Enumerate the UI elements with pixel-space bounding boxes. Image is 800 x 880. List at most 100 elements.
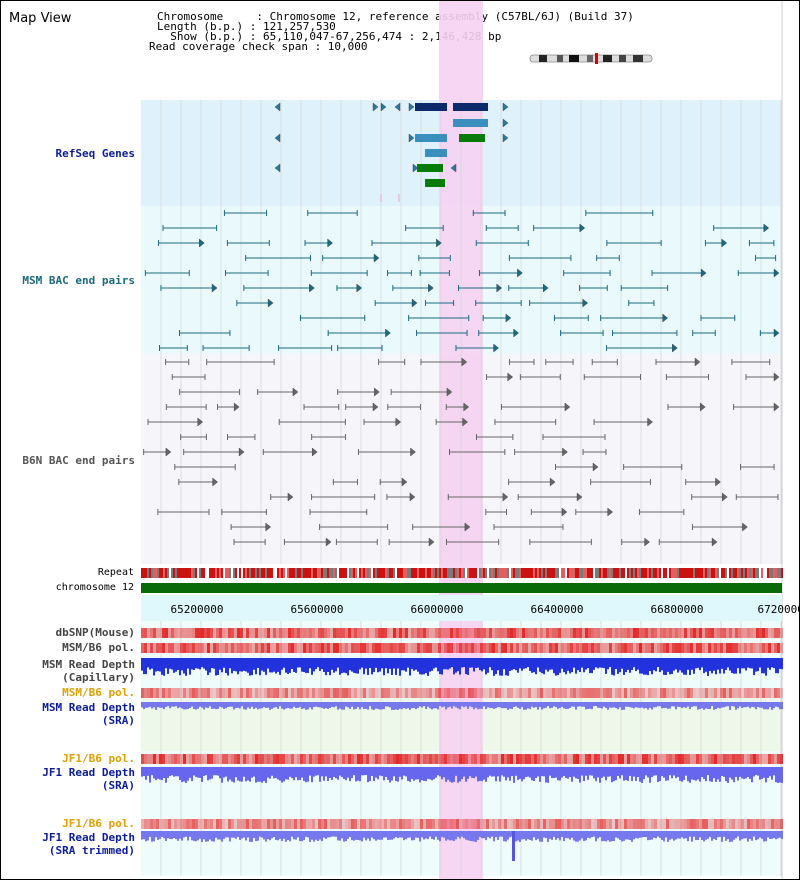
polymorphism-cell	[690, 754, 693, 764]
read-depth-bar	[649, 767, 651, 783]
read-depth-bar	[721, 767, 723, 776]
polymorphism-cell	[390, 643, 393, 653]
repeat-segment	[279, 568, 281, 578]
read-depth-bar	[187, 831, 189, 841]
read-depth-bar	[623, 702, 625, 710]
read-depth-bar	[311, 702, 313, 710]
polymorphism-cell	[465, 643, 468, 653]
read-depth-bar	[583, 702, 585, 707]
read-depth-bar	[691, 702, 693, 707]
read-depth-bar	[523, 658, 525, 669]
read-depth-bar	[339, 702, 341, 709]
read-depth-bar	[505, 831, 507, 842]
read-depth-bar	[745, 767, 747, 779]
read-depth-bar	[233, 702, 235, 710]
polymorphism-cell	[756, 754, 759, 764]
polymorphism-cell	[270, 643, 273, 653]
chromosome-ideogram[interactable]	[529, 52, 655, 66]
polymorphism-cell	[468, 643, 471, 653]
read-depth-bar	[333, 658, 335, 673]
polymorphism-cell	[249, 628, 252, 638]
read-depth-bar	[241, 702, 243, 707]
polymorphism-cell	[477, 628, 480, 638]
read-depth-bar	[759, 702, 761, 708]
polymorphism-cell	[327, 643, 330, 653]
b6n-bac-pair	[461, 357, 468, 367]
read-depth-bar	[569, 767, 571, 778]
read-depth-bar	[709, 658, 711, 671]
polymorphism-cell	[609, 628, 612, 638]
polymorphism-cell	[696, 754, 699, 764]
repeat-segment	[617, 568, 619, 578]
read-depth-bar	[675, 658, 677, 670]
read-depth-bar	[717, 831, 719, 838]
read-depth-bar	[431, 658, 433, 671]
polymorphism-cell	[633, 628, 636, 638]
polymorphism-cell	[528, 754, 531, 764]
repeat-segment	[491, 568, 493, 578]
read-depth-bar	[721, 658, 723, 669]
read-depth-bar	[187, 767, 189, 781]
polymorphism-cell	[240, 819, 243, 829]
read-depth-bar	[623, 767, 625, 781]
read-depth-bar	[365, 767, 367, 776]
polymorphism-cell	[360, 819, 363, 829]
read-depth-bar	[669, 702, 671, 709]
gene-arrow	[408, 102, 415, 112]
polymorphism-cell	[534, 819, 537, 829]
read-depth-bar	[513, 658, 515, 670]
read-depth-bar	[453, 702, 455, 707]
read-depth-bar	[587, 831, 589, 838]
polymorphism-cell	[147, 628, 150, 638]
b6n-bac-pair	[773, 402, 780, 412]
read-depth-bar	[193, 767, 195, 776]
read-depth-bar	[423, 658, 425, 675]
repeat-segment	[225, 568, 227, 578]
read-depth-bar	[637, 767, 639, 777]
read-depth-bar	[303, 658, 305, 673]
polymorphism-cell	[612, 819, 615, 829]
polymorphism-cell	[234, 754, 237, 764]
read-depth-bar	[295, 831, 297, 840]
polymorphism-cell	[258, 628, 261, 638]
read-depth-bar	[161, 658, 163, 675]
polymorphism-cell	[423, 628, 426, 638]
read-depth-bar	[673, 702, 675, 707]
read-depth-bar	[633, 658, 635, 668]
read-depth-bar	[329, 831, 331, 838]
read-depth-bar	[523, 702, 525, 710]
read-depth-bar	[179, 767, 181, 780]
repeat-segment	[161, 568, 163, 578]
read-depth-bar	[675, 702, 677, 710]
read-depth-bar	[637, 658, 639, 670]
polymorphism-cell	[369, 628, 372, 638]
read-depth-bar	[237, 702, 239, 708]
polymorphism-cell	[408, 628, 411, 638]
read-depth-bar	[469, 658, 471, 668]
read-depth-bar	[701, 658, 703, 668]
polymorphism-cell	[381, 628, 384, 638]
read-depth-bar	[295, 767, 297, 778]
read-depth-bar	[681, 831, 683, 838]
read-depth-bar	[575, 831, 577, 842]
polymorphism-cell	[762, 688, 765, 698]
read-depth-bar	[661, 658, 663, 671]
read-depth-bar	[551, 831, 553, 840]
read-depth-bar	[447, 767, 449, 780]
read-depth-bar	[715, 767, 717, 782]
read-depth-bar	[433, 702, 435, 709]
read-depth-bar	[267, 702, 269, 708]
read-depth-bar	[457, 767, 459, 783]
read-depth-bar	[707, 831, 709, 839]
read-depth-bar	[753, 658, 755, 676]
polymorphism-cell	[696, 688, 699, 698]
polymorphism-cell	[264, 688, 267, 698]
polymorphism-cell	[618, 628, 621, 638]
polymorphism-cell	[609, 643, 612, 653]
repeat-segment	[695, 568, 697, 578]
polymorphism-cell	[429, 628, 432, 638]
read-depth-bar	[217, 658, 219, 675]
polymorphism-cell	[699, 754, 702, 764]
read-depth-bar	[395, 767, 397, 782]
